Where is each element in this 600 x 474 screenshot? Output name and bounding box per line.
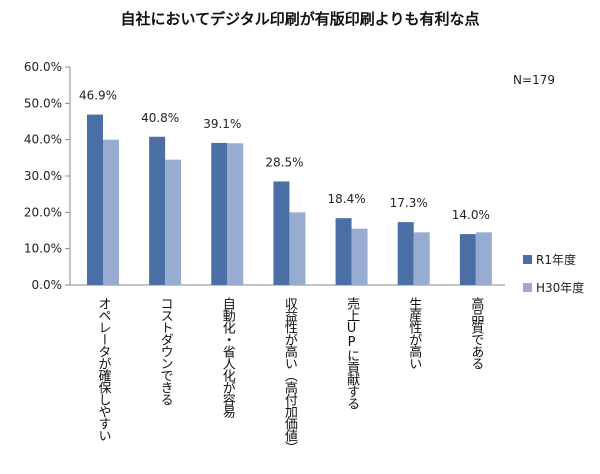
y-axis: 0.0% 10.0% 20.0% 30.0% 40.0% 50.0% 60.0% (24, 60, 505, 292)
y-tick-label: 30.0% (24, 169, 62, 183)
bars (87, 114, 492, 285)
data-label-r1-4: 18.4% (328, 192, 366, 206)
bar-r1-6 (459, 234, 476, 285)
data-label-r1-1: 40.8% (141, 111, 179, 125)
data-label-r1-0: 46.9% (79, 89, 117, 103)
bar-r1-0 (87, 114, 103, 285)
bar-r1-2 (211, 142, 228, 285)
sample-size-note: N=179 (513, 73, 555, 87)
data-label-r1-2: 39.1% (203, 117, 241, 131)
legend: R1年度 H30年度 (523, 252, 584, 295)
bar-h30-2 (227, 143, 244, 285)
category-label-6: 高品質である (468, 296, 484, 369)
legend-label-r1: R1年度 (536, 252, 576, 267)
bar-h30-0 (103, 139, 119, 285)
y-tick-label: 0.0% (32, 278, 63, 292)
data-labels: 46.9% 40.8% 39.1% 28.5% 18.4% 17.3% 14.0% (79, 89, 490, 223)
bar-h30-4 (351, 228, 368, 285)
category-labels: オペレータが確保しやすい コストダウンできる 自動化・省人化が容易 収益性が高い（高付… (96, 296, 484, 453)
y-tick-label: 50.0% (24, 96, 62, 110)
y-tick-label: 10.0% (24, 242, 62, 256)
y-tick-label: 40.0% (24, 133, 62, 147)
bar-r1-1 (149, 136, 166, 285)
category-label-3: 収益性が高い（高付加価値） (282, 297, 298, 453)
category-label-0: オペレータが確保しやすい (96, 297, 112, 441)
category-label-1: コストダウンできる (158, 297, 173, 405)
bar-h30-5 (413, 232, 430, 285)
bar-h30-6 (475, 232, 492, 285)
category-label-5: 生産性が高い (406, 297, 422, 369)
legend-swatch-h30 (523, 283, 532, 292)
data-label-r1-5: 17.3% (390, 196, 428, 210)
category-label-4: 売上UPに貢献する (344, 296, 360, 409)
chart-title: 自社においてデジタル印刷が有版印刷よりも有利な点 (121, 10, 480, 28)
y-tick-label: 20.0% (24, 205, 62, 219)
bar-r1-4 (335, 218, 352, 285)
category-label-2: 自動化・省人化が容易 (220, 297, 236, 419)
bar-h30-3 (289, 212, 306, 285)
data-label-r1-6: 14.0% (452, 208, 490, 222)
data-label-r1-3: 28.5% (265, 155, 303, 169)
bar-h30-1 (165, 159, 182, 285)
bar-r1-5 (397, 222, 414, 285)
bar-r1-3 (273, 181, 290, 285)
legend-swatch-r1 (523, 255, 532, 264)
legend-label-h30: H30年度 (536, 280, 584, 295)
y-tick-label: 60.0% (24, 60, 62, 74)
